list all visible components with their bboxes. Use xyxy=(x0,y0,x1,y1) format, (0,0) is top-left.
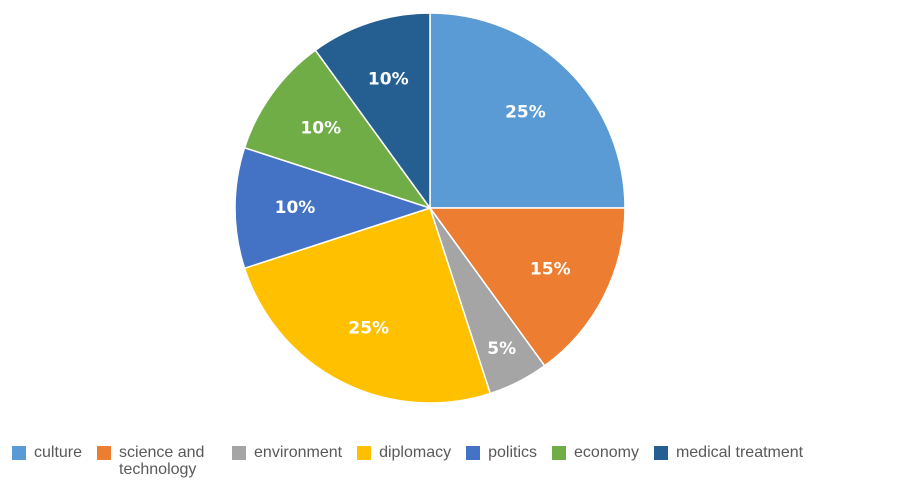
legend-label: politics xyxy=(488,444,538,461)
legend-item-economy: economy xyxy=(552,444,639,461)
data-label-environment: 5% xyxy=(487,339,516,359)
data-label-culture: 25% xyxy=(505,103,546,123)
legend-swatch xyxy=(466,446,481,460)
pie-slices xyxy=(234,12,626,404)
legend-label: diplomacy xyxy=(379,444,452,461)
legend-item-environment: environment xyxy=(232,444,342,461)
pie-data-labels: 25% 15% 5% 25% 10% 10% 10% xyxy=(275,70,571,359)
pie-slice-science-and-technology xyxy=(428,207,626,367)
legend-swatch xyxy=(357,446,372,460)
legend-item-culture: culture xyxy=(12,444,82,461)
pie-slice-economy xyxy=(243,49,432,210)
data-label-science-and-technology: 15% xyxy=(530,259,571,279)
legend-label: science and technology xyxy=(119,444,205,478)
legend-label: culture xyxy=(34,444,83,461)
legend-swatch xyxy=(552,446,567,460)
data-label-medical-treatment: 10% xyxy=(368,70,409,90)
legend-swatch xyxy=(97,446,112,460)
legend-swatch xyxy=(232,446,247,460)
pie-slice-politics xyxy=(234,146,433,270)
pie-slice-medical-treatment xyxy=(314,12,431,211)
legend-label: environment xyxy=(254,444,343,461)
legend-item-diplomacy: diplomacy xyxy=(357,444,451,461)
data-label-diplomacy: 25% xyxy=(348,318,389,338)
pie-slice-culture xyxy=(429,12,626,209)
legend-swatch xyxy=(12,446,26,460)
chart-legend: culture science and technology environment… xyxy=(12,444,803,484)
pie-chart: 25% 15% 5% 25% 10% 10% 10% xyxy=(234,12,626,404)
legend-label: economy xyxy=(574,444,639,461)
legend-item-science-and-technology: science and technology xyxy=(97,444,217,478)
data-label-economy: 10% xyxy=(300,119,341,139)
legend-item-politics: politics xyxy=(466,444,537,461)
data-label-politics: 10% xyxy=(275,198,316,218)
legend-swatch xyxy=(653,446,668,460)
legend-item-medical-treatment: medical treatment xyxy=(653,444,804,461)
legend-label: medical treatment xyxy=(675,444,804,461)
pie-slice-diplomacy xyxy=(243,207,492,404)
